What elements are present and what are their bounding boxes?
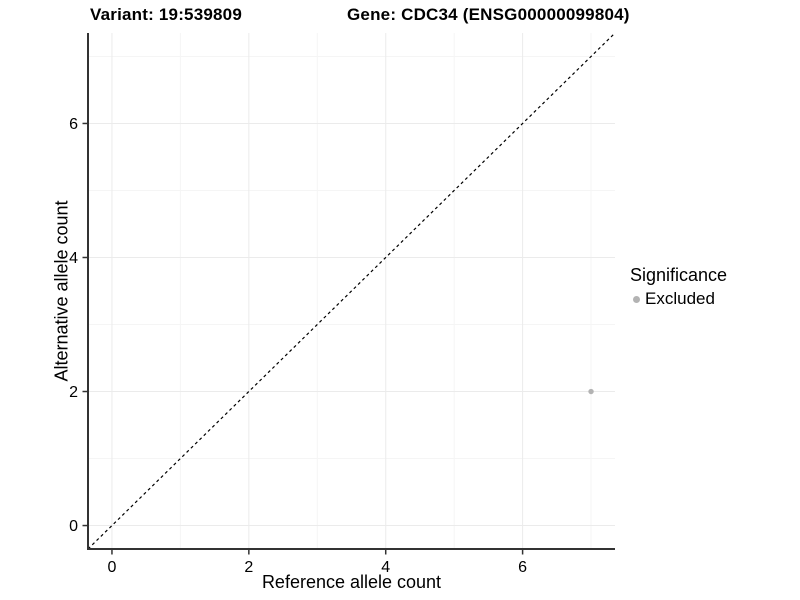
x-tick-label: 0 — [108, 559, 117, 576]
plot-title-gene: Gene: CDC34 (ENSG00000099804) — [347, 5, 630, 24]
x-axis-title: Reference allele count — [261, 572, 442, 592]
data-point — [588, 388, 594, 395]
y-axis-title: Alternative allele count — [51, 200, 72, 382]
x-tick-label: 2 — [244, 559, 253, 576]
y-tick-label: 0 — [69, 518, 78, 535]
y-tick-label: 4 — [69, 250, 78, 267]
legend-key-dot — [633, 295, 640, 303]
x-tick-label: 6 — [518, 559, 527, 576]
y-tick-label: 2 — [69, 384, 78, 401]
x-tick-label: 4 — [381, 559, 390, 576]
legend-title: Significance — [630, 265, 728, 285]
legend-entry-label: Excluded — [645, 289, 715, 308]
y-tick-label: 6 — [69, 116, 78, 133]
legend: Significance Excluded — [630, 265, 727, 309]
plot-title-variant: Variant: 19:539809 — [90, 5, 242, 24]
legend-entry-excluded: Excluded — [630, 289, 727, 309]
identity-reference-line — [87, 32, 616, 550]
